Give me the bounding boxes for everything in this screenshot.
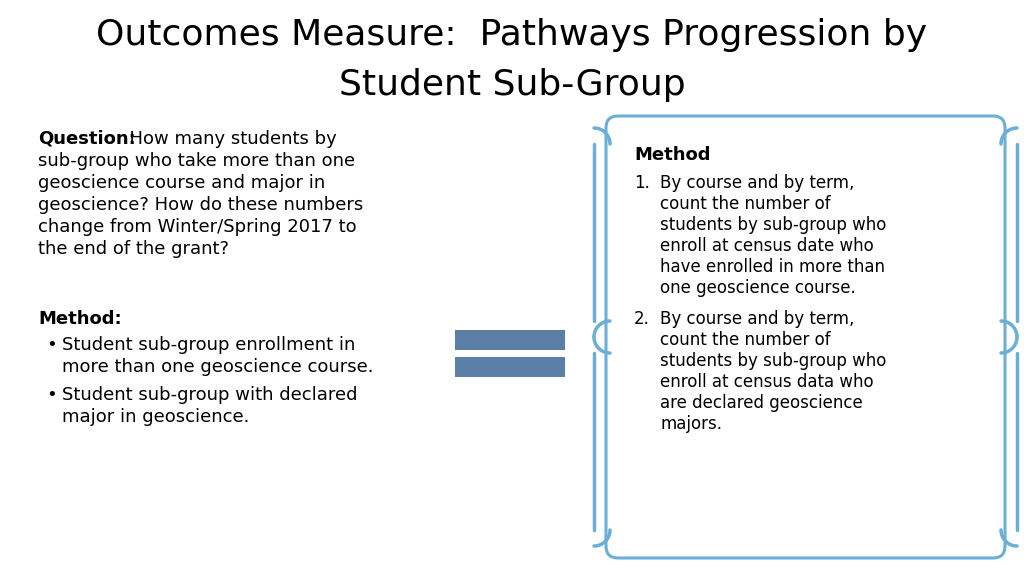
Text: geoscience course and major in: geoscience course and major in: [38, 174, 326, 192]
Text: majors.: majors.: [660, 415, 722, 433]
Text: count the number of: count the number of: [660, 331, 830, 349]
Text: •: •: [46, 386, 56, 404]
Text: count the number of: count the number of: [660, 195, 830, 213]
Text: Student sub-group with declared: Student sub-group with declared: [62, 386, 357, 404]
Text: have enrolled in more than: have enrolled in more than: [660, 258, 885, 276]
Text: enroll at census date who: enroll at census date who: [660, 237, 873, 255]
Text: more than one geoscience course.: more than one geoscience course.: [62, 358, 374, 376]
Text: Question:: Question:: [38, 130, 136, 148]
FancyBboxPatch shape: [455, 330, 565, 350]
Text: geoscience? How do these numbers: geoscience? How do these numbers: [38, 196, 364, 214]
Text: 2.: 2.: [634, 310, 650, 328]
FancyBboxPatch shape: [455, 357, 565, 377]
Text: sub-group who take more than one: sub-group who take more than one: [38, 152, 355, 170]
Text: one geoscience course.: one geoscience course.: [660, 279, 856, 297]
Text: How many students by: How many students by: [118, 130, 337, 148]
Text: Outcomes Measure:  Pathways Progression by: Outcomes Measure: Pathways Progression b…: [96, 18, 928, 52]
Text: By course and by term,: By course and by term,: [660, 174, 854, 192]
Text: change from Winter/Spring 2017 to: change from Winter/Spring 2017 to: [38, 218, 356, 236]
Text: Student Sub-Group: Student Sub-Group: [339, 68, 685, 102]
Text: enroll at census data who: enroll at census data who: [660, 373, 873, 391]
Text: •: •: [46, 336, 56, 354]
Text: major in geoscience.: major in geoscience.: [62, 408, 250, 426]
Text: the end of the grant?: the end of the grant?: [38, 240, 229, 258]
Text: Method:: Method:: [38, 310, 122, 328]
FancyBboxPatch shape: [606, 116, 1005, 558]
Text: students by sub-group who: students by sub-group who: [660, 352, 887, 370]
Text: By course and by term,: By course and by term,: [660, 310, 854, 328]
Text: Method: Method: [634, 146, 711, 164]
Text: students by sub-group who: students by sub-group who: [660, 216, 887, 234]
Text: Student sub-group enrollment in: Student sub-group enrollment in: [62, 336, 355, 354]
Text: are declared geoscience: are declared geoscience: [660, 394, 863, 412]
Text: 1.: 1.: [634, 174, 650, 192]
